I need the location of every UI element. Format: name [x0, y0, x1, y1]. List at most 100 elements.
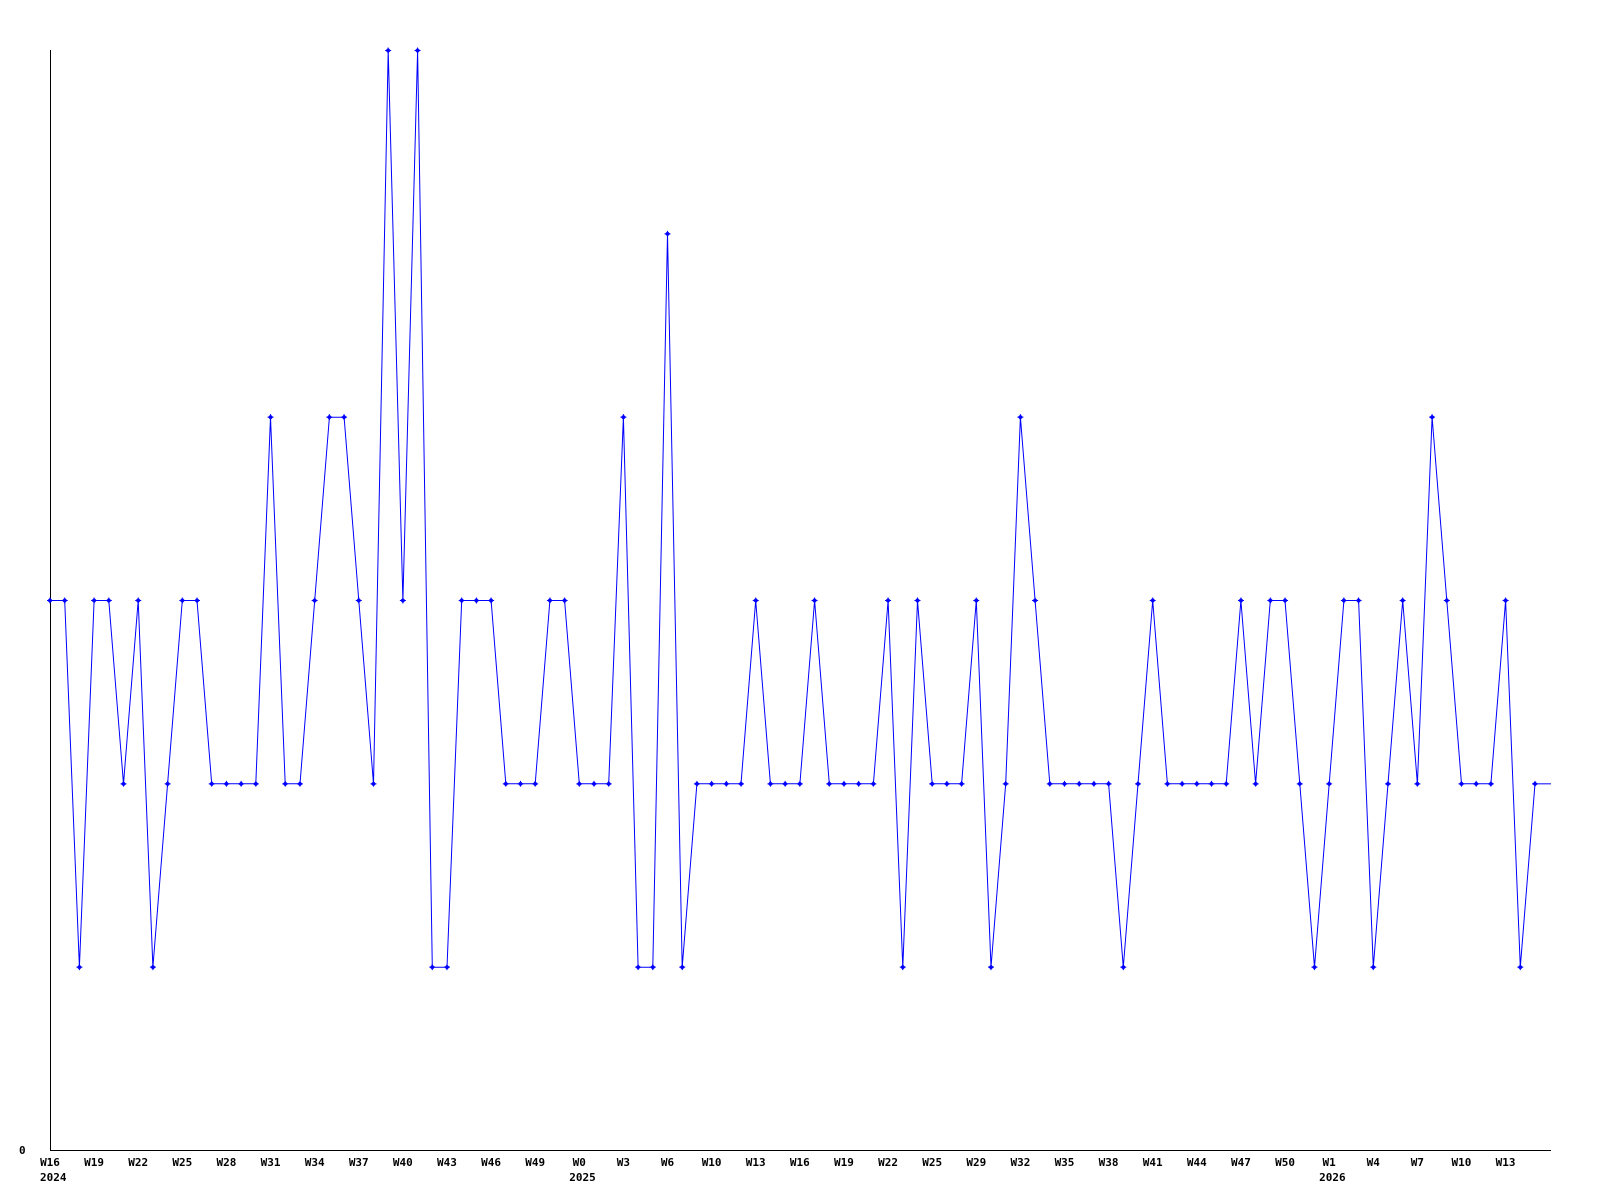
data-point [826, 780, 833, 787]
x-tick-label: W19 [834, 1156, 854, 1169]
data-point [194, 597, 201, 604]
x-tick-label: W3 [617, 1156, 630, 1169]
data-point [385, 47, 392, 54]
data-point [458, 597, 465, 604]
data-point [399, 597, 406, 604]
x-tick-label: W13 [746, 1156, 766, 1169]
data-point [1311, 964, 1318, 971]
data-point [517, 780, 524, 787]
data-point [1473, 780, 1480, 787]
data-point [649, 964, 656, 971]
data-point [1076, 780, 1083, 787]
data-point [1237, 597, 1244, 604]
data-point [1105, 780, 1112, 787]
data-point [738, 780, 745, 787]
x-tick-label: W46 [481, 1156, 501, 1169]
data-point [576, 780, 583, 787]
data-point [1002, 780, 1009, 787]
data-point [370, 780, 377, 787]
data-point [899, 964, 906, 971]
data-point [796, 780, 803, 787]
data-point [1532, 780, 1538, 787]
data-point [914, 597, 921, 604]
data-point [91, 597, 98, 604]
data-point [414, 47, 421, 54]
data-point [47, 597, 53, 604]
data-point [473, 597, 480, 604]
data-point [591, 780, 598, 787]
data-point [105, 597, 112, 604]
data-point [1017, 414, 1024, 421]
x-tick-label: W13 [1496, 1156, 1516, 1169]
data-point [208, 780, 215, 787]
data-point [282, 780, 289, 787]
x-tick-label: W43 [437, 1156, 457, 1169]
data-point [973, 597, 980, 604]
x-tick-label: W31 [261, 1156, 281, 1169]
data-point [1370, 964, 1377, 971]
data-point [840, 780, 847, 787]
data-point [752, 597, 759, 604]
data-point [1502, 597, 1509, 604]
data-point [532, 780, 539, 787]
data-point [546, 597, 553, 604]
data-point [693, 780, 700, 787]
data-point [267, 414, 274, 421]
data-point [120, 780, 127, 787]
data-point [870, 780, 877, 787]
x-tick-year-label: 2025 [569, 1171, 596, 1184]
x-tick-label: W34 [305, 1156, 325, 1169]
x-tick-label: W16 [790, 1156, 810, 1169]
data-point [1340, 597, 1347, 604]
data-point [1046, 780, 1053, 787]
data-point [811, 597, 818, 604]
x-tick-label: W35 [1055, 1156, 1075, 1169]
x-tick-label: W32 [1010, 1156, 1030, 1169]
data-point [1458, 780, 1465, 787]
x-tick-label: W41 [1143, 1156, 1163, 1169]
x-tick-label: W50 [1275, 1156, 1295, 1169]
data-point [1223, 780, 1230, 787]
x-tick-label: W22 [878, 1156, 898, 1169]
x-tick-label: W10 [702, 1156, 722, 1169]
x-tick-label: W4 [1367, 1156, 1381, 1169]
data-point [164, 780, 171, 787]
data-point [296, 780, 303, 787]
data-point [238, 780, 245, 787]
data-point [561, 597, 568, 604]
data-point [708, 780, 715, 787]
x-tick-label: W38 [1099, 1156, 1119, 1169]
data-point [488, 597, 495, 604]
data-point [1267, 597, 1274, 604]
data-point [1032, 597, 1039, 604]
data-point [1061, 780, 1068, 787]
data-point [311, 597, 318, 604]
data-point [1179, 780, 1186, 787]
x-tick-label: W7 [1411, 1156, 1424, 1169]
data-point [1414, 780, 1421, 787]
x-tick-label: W6 [661, 1156, 675, 1169]
data-point [443, 964, 450, 971]
x-tick-label: W25 [922, 1156, 942, 1169]
data-point [341, 414, 348, 421]
data-point [1252, 780, 1259, 787]
data-point [135, 597, 142, 604]
data-point [1429, 414, 1436, 421]
data-point [1399, 597, 1406, 604]
data-point [929, 780, 936, 787]
x-tick-year-label: 2024 [40, 1171, 67, 1184]
data-point [1443, 597, 1450, 604]
data-point [149, 964, 156, 971]
data-point [855, 780, 862, 787]
x-tick-label: W49 [525, 1156, 545, 1169]
data-point [502, 780, 509, 787]
data-point [958, 780, 965, 787]
x-tick-label: W44 [1187, 1156, 1207, 1169]
x-tick-year-label: 2026 [1319, 1171, 1346, 1184]
data-point [1355, 597, 1362, 604]
data-point [885, 597, 892, 604]
data-point [1090, 780, 1097, 787]
x-tick-label: W16 [40, 1156, 60, 1169]
data-point [1282, 597, 1289, 604]
